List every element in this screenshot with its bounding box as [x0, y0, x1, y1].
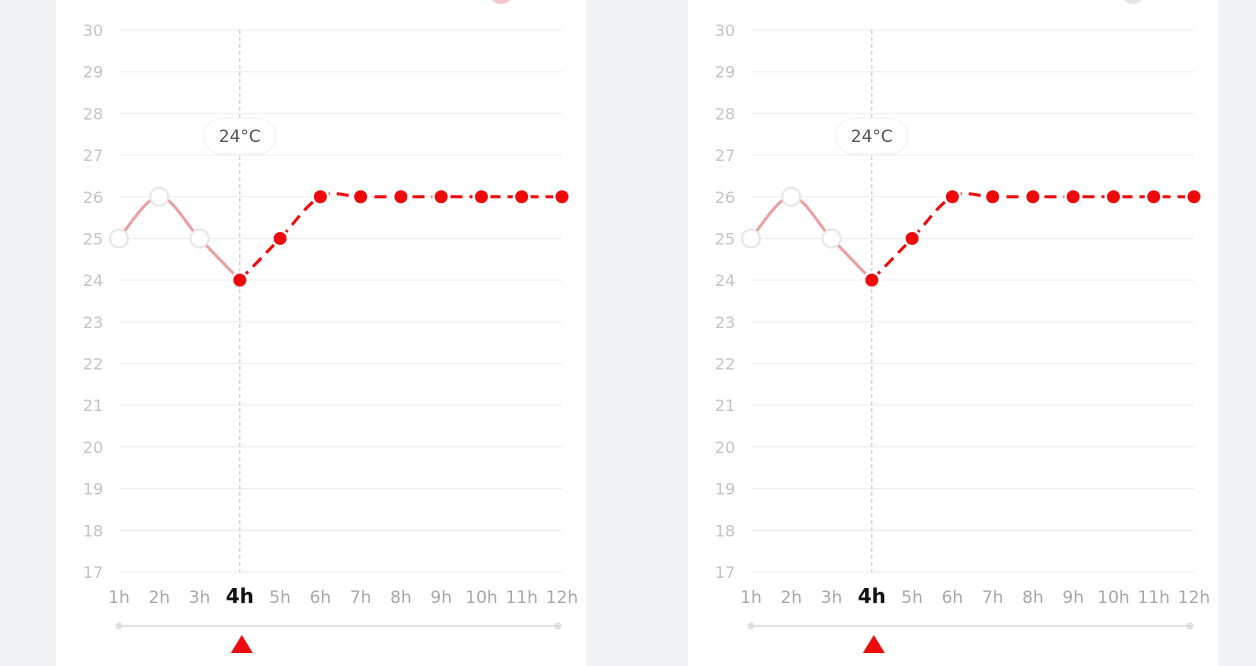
data-point[interactable] — [474, 190, 488, 204]
y-tick-label: 27 — [715, 146, 735, 165]
data-point[interactable] — [1026, 190, 1040, 204]
data-point-past[interactable] — [781, 186, 802, 207]
tooltip-temperature-label: 24°C — [219, 127, 261, 147]
y-tick-label: 27 — [83, 146, 103, 165]
y-tick-label: 17 — [83, 563, 103, 582]
y-tick-label: 22 — [715, 355, 735, 374]
x-tick-label[interactable]: 8h — [390, 588, 412, 608]
y-tick-label: 28 — [83, 104, 103, 123]
x-tick-label[interactable]: 5h — [901, 588, 923, 608]
tooltip-bubble — [203, 117, 277, 155]
y-tick-label: 20 — [715, 438, 735, 457]
y-tick-label: 25 — [83, 229, 103, 248]
y-tick-label: 23 — [715, 313, 735, 332]
y-tick-label: 18 — [83, 521, 103, 540]
data-point[interactable] — [865, 273, 879, 287]
y-tick-label: 20 — [83, 438, 103, 457]
data-point-past[interactable] — [741, 228, 761, 249]
x-tick-label[interactable]: 12h — [546, 588, 578, 608]
x-tick-label[interactable]: 5h — [269, 588, 291, 608]
slider-end-dot — [1186, 622, 1194, 630]
y-tick-label: 17 — [715, 563, 735, 582]
x-tick-label[interactable]: 1h — [108, 588, 130, 608]
x-tick-label[interactable]: 7h — [350, 588, 372, 608]
y-tick-label: 19 — [715, 480, 735, 499]
y-tick-label: 24 — [715, 271, 735, 290]
x-tick-label[interactable]: 10h — [465, 588, 497, 608]
data-point-past[interactable] — [189, 228, 210, 249]
x-tick-label[interactable]: 12h — [1178, 588, 1210, 608]
past-temperature-line — [749, 195, 873, 282]
data-point[interactable] — [1106, 190, 1120, 204]
data-point[interactable] — [905, 231, 919, 245]
x-tick-label[interactable]: 2h — [780, 588, 802, 608]
x-tick-label[interactable]: 11h — [1138, 588, 1170, 608]
y-tick-label: 29 — [715, 63, 735, 82]
x-tick-label[interactable]: 3h — [189, 588, 211, 608]
temperature-chart-right: 30 29 28 27 26 25 24 23 22 21 20 19 18 17 24°C 1h 2h 3h 4h… — [715, 0, 1210, 653]
y-tick-label: 21 — [715, 396, 735, 415]
y-tick-label: 30 — [83, 21, 103, 40]
data-point[interactable] — [273, 231, 287, 245]
y-tick-label: 19 — [83, 480, 103, 499]
x-tick-label[interactable]: 10h — [1097, 588, 1129, 608]
data-point[interactable] — [515, 190, 529, 204]
y-tick-label: 18 — [715, 521, 735, 540]
y-tick-label: 25 — [715, 229, 735, 248]
slider-end-dot — [115, 622, 123, 630]
tooltip-temperature-label: 24°C — [851, 127, 893, 147]
y-tick-label: 30 — [715, 21, 735, 40]
y-tick-label: 22 — [83, 355, 103, 374]
temperature-chart-left: 30 29 28 27 26 25 24 23 22 21 20 19 18 17 24°C 1h 2h 3h 4h… — [83, 0, 578, 653]
time-slider-handle[interactable] — [230, 635, 253, 653]
y-tick-label: 24 — [83, 271, 103, 290]
x-tick-label[interactable]: 6h — [310, 588, 332, 608]
legend-dot — [1124, 0, 1142, 4]
past-temperature-line — [117, 195, 241, 282]
data-point[interactable] — [945, 190, 959, 204]
data-point[interactable] — [434, 190, 448, 204]
y-tick-label: 23 — [83, 313, 103, 332]
x-tick-label[interactable]: 3h — [821, 588, 843, 608]
x-tick-label[interactable]: 9h — [430, 588, 452, 608]
data-point[interactable] — [986, 190, 1000, 204]
x-tick-label[interactable]: 7h — [982, 588, 1004, 608]
x-tick-label[interactable]: 2h — [148, 588, 170, 608]
data-point-past[interactable] — [109, 228, 129, 249]
y-tick-label: 28 — [715, 104, 735, 123]
data-point[interactable] — [555, 190, 569, 204]
data-point[interactable] — [1147, 190, 1161, 204]
data-point[interactable] — [1187, 190, 1201, 204]
y-tick-label: 26 — [83, 188, 103, 207]
x-tick-label[interactable]: 9h — [1062, 588, 1084, 608]
x-tick-label-selected[interactable]: 4h — [858, 584, 886, 608]
data-point[interactable] — [313, 190, 327, 204]
y-tick-label: 29 — [83, 63, 103, 82]
y-tick-label: 26 — [715, 188, 735, 207]
x-tick-label[interactable]: 6h — [942, 588, 964, 608]
tooltip-bubble — [835, 117, 909, 155]
y-tick-label: 21 — [83, 396, 103, 415]
slider-end-dot — [747, 622, 755, 630]
x-tick-label-selected[interactable]: 4h — [226, 584, 254, 608]
slider-end-dot — [554, 622, 562, 630]
legend-dot — [492, 0, 510, 4]
data-point[interactable] — [233, 273, 247, 287]
x-tick-label[interactable]: 11h — [506, 588, 538, 608]
data-point[interactable] — [1066, 190, 1080, 204]
x-tick-label[interactable]: 1h — [740, 588, 762, 608]
x-tick-label[interactable]: 8h — [1022, 588, 1044, 608]
data-point-past[interactable] — [821, 228, 842, 249]
data-point[interactable] — [354, 190, 368, 204]
time-slider-handle[interactable] — [862, 635, 885, 653]
data-point-past[interactable] — [149, 186, 170, 207]
temperature-chart-panel-right: 30 29 28 27 26 25 24 23 22 21 20 19 18 17 24°C 1h 2h 3h 4h… — [688, 0, 1218, 666]
data-point[interactable] — [394, 190, 408, 204]
temperature-chart-panel-left: 30 29 28 27 26 25 24 23 22 21 20 19 18 17 24°C 1h 2h 3h 4h… — [56, 0, 586, 666]
